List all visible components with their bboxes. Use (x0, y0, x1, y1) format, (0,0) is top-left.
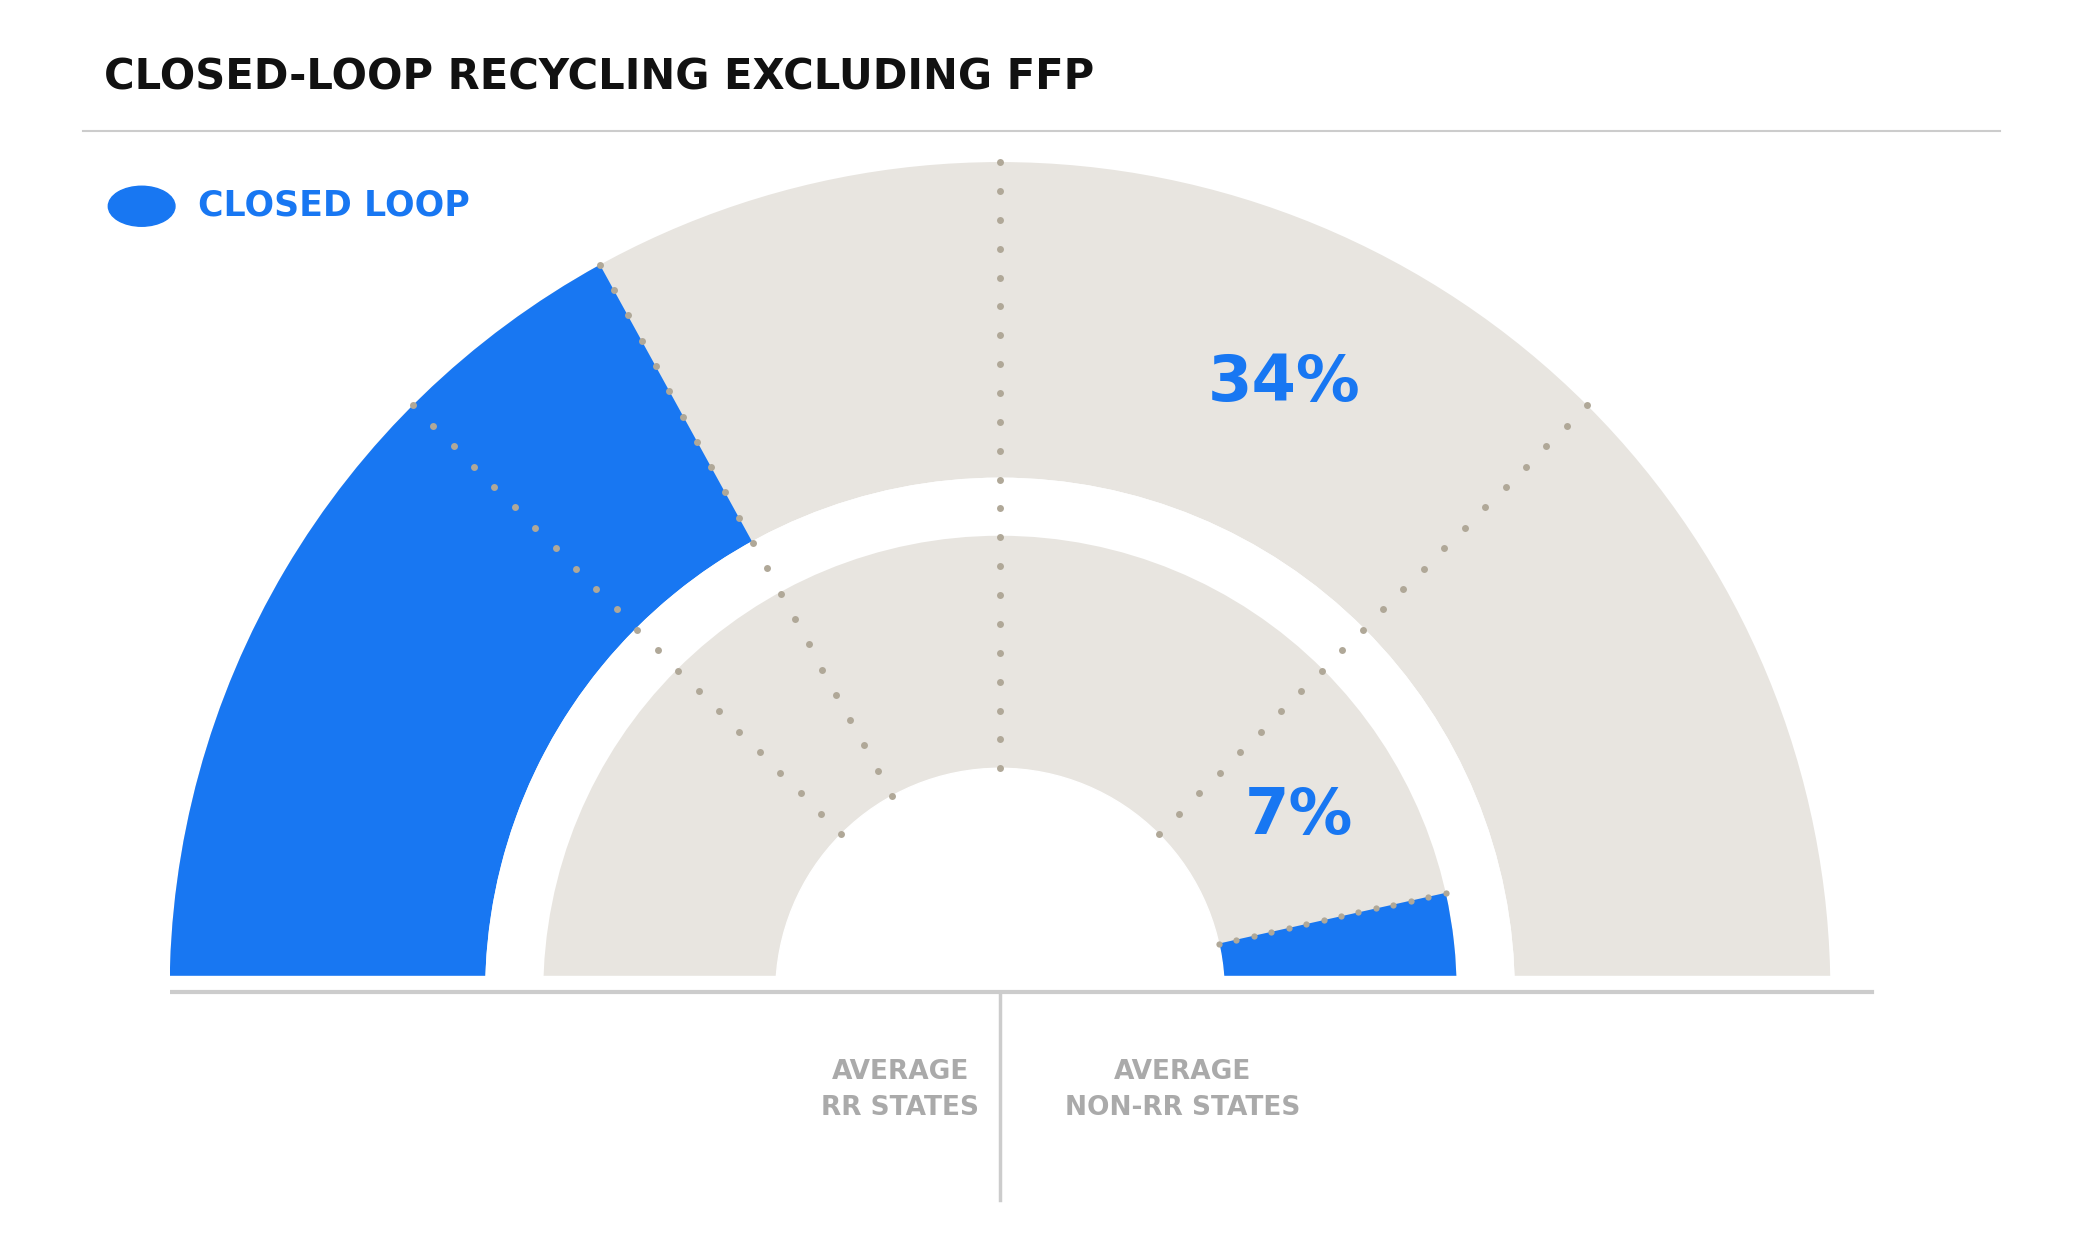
Wedge shape (1219, 892, 1456, 993)
Text: AVERAGE
NON-RR STATES: AVERAGE NON-RR STATES (1064, 1059, 1300, 1121)
Wedge shape (485, 478, 1514, 992)
Bar (127, 976, 1956, 1241)
Text: AVERAGE
RR STATES: AVERAGE RR STATES (821, 1059, 979, 1121)
Text: 34%: 34% (1208, 351, 1360, 414)
Text: CLOSED LOOP: CLOSED LOOP (198, 188, 469, 222)
Wedge shape (169, 265, 752, 993)
Wedge shape (544, 536, 1456, 992)
Circle shape (775, 769, 1225, 1216)
Text: CLOSED-LOOP RECYCLING EXCLUDING FFP: CLOSED-LOOP RECYCLING EXCLUDING FFP (104, 56, 1094, 99)
Text: 7%: 7% (1246, 785, 1354, 848)
Wedge shape (169, 162, 1831, 992)
